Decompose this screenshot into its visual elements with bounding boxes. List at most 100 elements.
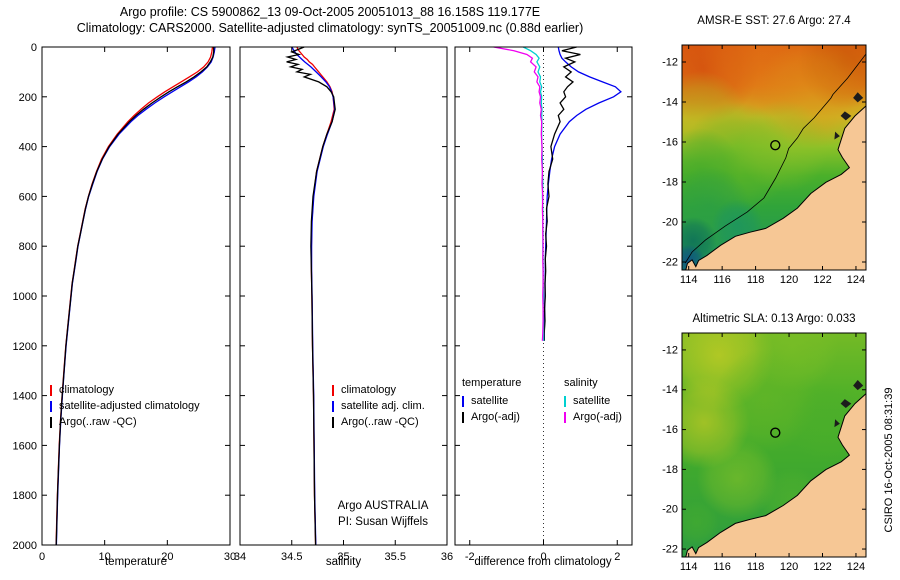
difference-legend: temperature satellite Argo(-adj) salinit… [462, 377, 648, 425]
legend-row: satellite [462, 393, 546, 409]
legend-label: satellite-adjusted climatology [59, 400, 200, 412]
map-x-tick-label: 118 [747, 274, 765, 286]
map-frame [681, 44, 867, 271]
x-tick-label: 2 [614, 551, 620, 563]
coastal-islands [834, 131, 840, 140]
map-x-tick-label: 114 [680, 561, 698, 573]
map-y-tick-label: -12 [662, 57, 678, 69]
x-tick-label: 36 [441, 551, 453, 563]
annotation-line: Argo AUSTRALIA [337, 500, 429, 512]
y-tick-label: 1600 [13, 440, 37, 452]
climatology-line-sample [332, 384, 334, 396]
y-tick-label: 0 [31, 42, 37, 54]
series-line-argo-raw-qc- [285, 46, 336, 546]
map-x-tick-label: 122 [813, 561, 831, 573]
sla-map-title: Altimetric SLA: 0.13 Argo: 0.033 [692, 313, 856, 325]
salinity-legend-column: salinity satellite Argo(-adj) [564, 377, 648, 425]
argo-adj-line-sample [564, 411, 566, 423]
x-tick-label: 20 [161, 551, 173, 563]
sst-map-title: AMSR-E SST: 27.6 Argo: 27.4 [697, 15, 851, 27]
map-y-tick-label: -22 [662, 544, 678, 556]
salinity-legend: climatology satellite adj. clim. Argo(..… [332, 382, 425, 430]
legend-row: satellite-adjusted climatology [50, 398, 222, 414]
y-tick-label: 800 [19, 241, 37, 253]
map-x-tick-label: 120 [780, 274, 798, 286]
coastal-islands [834, 419, 840, 428]
x-tick-label: 0 [540, 551, 546, 563]
panel-background [42, 47, 230, 545]
legend-label: climatology [341, 384, 397, 396]
y-tick-label: 1200 [13, 341, 37, 353]
map-x-tick-label: 116 [713, 274, 731, 286]
argo-location-marker [770, 427, 781, 438]
map-y-tick-label: -18 [662, 177, 678, 189]
map-y-tick-label: -14 [662, 97, 678, 109]
y-tick-label: 600 [19, 191, 37, 203]
series-line-temperature-argo-adj- [543, 46, 581, 341]
map-y-tick-label: -18 [662, 464, 678, 476]
y-tick-label: 1400 [13, 391, 37, 403]
land-australia [685, 105, 866, 270]
climatology-line-sample [50, 384, 52, 396]
legend-column-header: salinity [564, 377, 598, 389]
argo-line-sample [332, 416, 334, 428]
shelf-contour [684, 53, 866, 264]
figure-subtitle: Climatology: CARS2000. Satellite-adjuste… [76, 21, 584, 35]
y-tick-label: 2000 [13, 540, 37, 552]
map-y-tick-label: -20 [662, 504, 678, 516]
legend-label: satellite [573, 395, 611, 407]
map-x-tick-label: 124 [847, 274, 865, 286]
satellite-line-sample [564, 395, 566, 407]
argo-line-sample [50, 416, 52, 428]
x-tick-label: 10 [99, 551, 111, 563]
x-tick-label: 0 [39, 551, 45, 563]
legend-row: Argo(..raw -QC) [50, 414, 222, 430]
legend-row: satellite [564, 393, 648, 409]
legend-label: satellite [471, 395, 509, 407]
coastal-islands [840, 111, 852, 121]
x-tick-label: 34.5 [281, 551, 302, 563]
legend-label: climatology [59, 384, 115, 396]
land-australia [685, 393, 866, 557]
x-tick-label: 35.5 [385, 551, 406, 563]
x-tick-label: 35 [337, 551, 349, 563]
map-x-tick-label: 124 [847, 561, 865, 573]
salinity-axis-label: salinity [325, 556, 362, 568]
temperature-axis-label: temperature [104, 556, 167, 568]
legend-label: Argo(-adj) [471, 411, 520, 423]
sst-map [682, 45, 866, 270]
legend-row: satellite adj. clim. [332, 398, 425, 414]
satellite-line-sample [462, 395, 464, 407]
legend-row: Argo(-adj) [462, 409, 546, 425]
y-tick-label: 200 [19, 92, 37, 104]
map-y-tick-label: -16 [662, 424, 678, 436]
temperature-legend-column: temperature satellite Argo(-adj) [462, 377, 546, 425]
x-tick-label: 30 [224, 551, 236, 563]
y-tick-label: 1000 [13, 291, 37, 303]
map-frame [681, 332, 867, 558]
map-y-tick-label: -20 [662, 217, 678, 229]
legend-row: Argo(-adj) [564, 409, 648, 425]
satellite-clim-line-sample [332, 400, 334, 412]
y-tick-label: 1800 [13, 490, 37, 502]
map-y-tick-label: -12 [662, 344, 678, 356]
sla-map [682, 333, 866, 557]
legend-label: Argo(..raw -QC) [341, 416, 419, 428]
annotation-line: PI: Susan Wijffels [338, 516, 428, 528]
figure-title: Argo profile: CS 5900862_13 09-Oct-2005 … [119, 5, 541, 19]
argo-australia-annotation: Argo AUSTRALIA PI: Susan Wijffels [310, 498, 456, 530]
argo-location-marker [770, 139, 781, 151]
x-tick-label: 34 [234, 551, 246, 563]
color-blob [682, 501, 719, 546]
panel-background [240, 47, 447, 545]
argo-adj-line-sample [462, 411, 464, 423]
difference-axis-label: difference from climatology [474, 556, 612, 568]
coastal-islands [853, 92, 864, 103]
color-blob [737, 100, 830, 193]
legend-row: climatology [332, 382, 425, 398]
csiro-timestamp: CSIRO 16-Oct-2005 08:31:39 [883, 387, 895, 533]
legend-row: climatology [50, 382, 222, 398]
map-x-tick-label: 118 [747, 561, 765, 573]
legend-label: Argo(..raw -QC) [59, 416, 137, 428]
